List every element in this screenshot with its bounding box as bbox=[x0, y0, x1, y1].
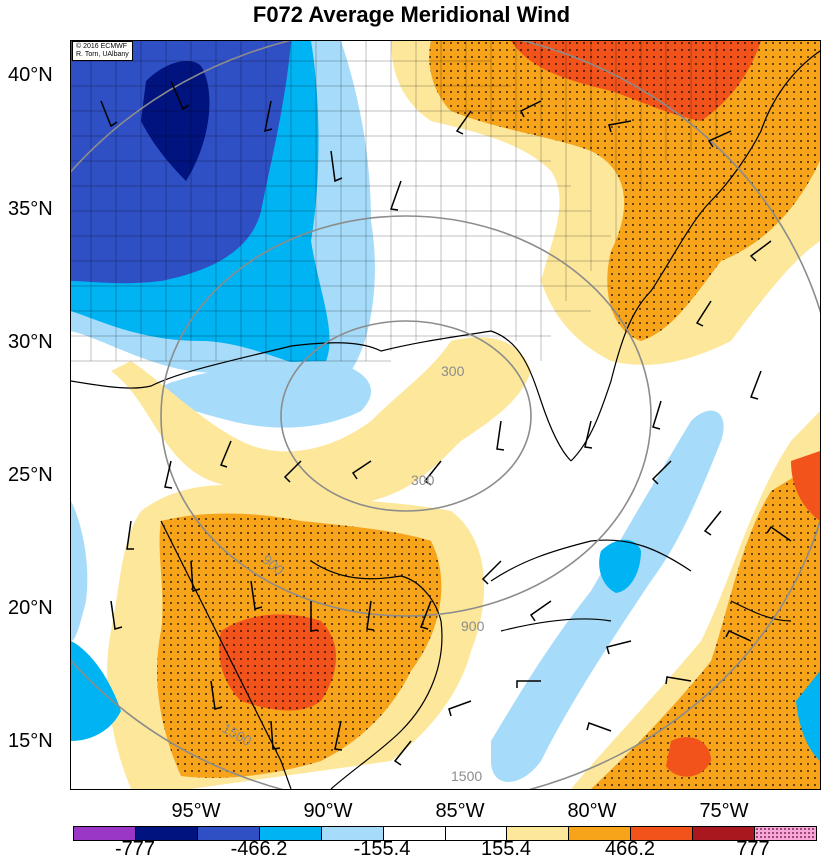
colorbar-segment bbox=[74, 827, 136, 840]
contour-label: 300 bbox=[411, 472, 435, 488]
colorbar-label: 777 bbox=[736, 838, 770, 860]
lat-label: 20°N bbox=[8, 597, 53, 619]
colorbar-label: -466.2 bbox=[230, 838, 288, 860]
colorbar-label: 155.4 bbox=[480, 838, 532, 860]
lon-label: 85°W bbox=[435, 800, 485, 822]
colorbar-label: 466.2 bbox=[604, 838, 656, 860]
colorbar-segment bbox=[693, 827, 756, 840]
red-region-southeast bbox=[791, 451, 820, 521]
red-dots-south bbox=[219, 614, 336, 711]
contour-label: 1500 bbox=[451, 768, 482, 784]
colorbar-segment bbox=[445, 827, 508, 840]
orange-dots-southeast bbox=[591, 461, 820, 789]
cyan-caribbean bbox=[599, 539, 641, 593]
lon-label: 90°W bbox=[303, 800, 353, 822]
lat-label: 25°N bbox=[8, 464, 53, 486]
colorbar-segment bbox=[197, 827, 260, 840]
red-region-caribbean bbox=[666, 737, 711, 777]
colorbar-segment bbox=[631, 827, 694, 840]
map-panel: 300 300 900 900 1500 1500 bbox=[70, 40, 821, 790]
coastlines bbox=[71, 50, 820, 789]
credit-line: © 2016 ECMWF bbox=[76, 43, 128, 50]
wind-field-map: 300 300 900 900 1500 1500 bbox=[71, 41, 820, 789]
orange-dots-northeast bbox=[429, 41, 820, 341]
map-title: F072 Average Meridional Wind bbox=[252, 2, 571, 27]
contour-label: 300 bbox=[441, 363, 465, 379]
cyan-region-southwest bbox=[71, 641, 121, 741]
lat-label: 30°N bbox=[8, 331, 53, 353]
colorbar-segment bbox=[321, 827, 384, 840]
colorbar-segment bbox=[569, 827, 632, 840]
red-dots-northeast bbox=[511, 41, 761, 121]
wind-barbs bbox=[100, 80, 792, 766]
colorbar-segment bbox=[383, 827, 446, 840]
deep-blue-region bbox=[141, 61, 210, 181]
yellow-band-gulf bbox=[111, 337, 531, 505]
credit-box: © 2016 ECMWF R. Torn, UAlbany bbox=[72, 41, 133, 61]
lon-label: 95°W bbox=[171, 800, 221, 822]
colorbar-segment bbox=[135, 827, 198, 840]
lat-label: 40°N bbox=[8, 64, 53, 86]
colorbar-label: -777 bbox=[114, 838, 156, 860]
colorbar-segment bbox=[755, 827, 817, 840]
lon-label: 80°W bbox=[567, 800, 617, 822]
lon-label: 75°W bbox=[699, 800, 749, 822]
colorbar bbox=[73, 826, 817, 841]
light-blue-gulf bbox=[151, 361, 371, 428]
distance-rings bbox=[71, 41, 820, 789]
colorbar-segment bbox=[259, 827, 322, 840]
lat-label: 35°N bbox=[8, 198, 53, 220]
light-blue-region-southwest bbox=[71, 501, 88, 641]
credit-line: R. Torn, UAlbany bbox=[76, 51, 129, 58]
colorbar-segment bbox=[507, 827, 570, 840]
contour-label: 900 bbox=[461, 618, 485, 634]
cyan-region-southeast-edge bbox=[796, 671, 820, 761]
county-grid bbox=[71, 41, 717, 362]
colorbar-label: -155.4 bbox=[353, 838, 411, 860]
light-blue-caribbean bbox=[491, 410, 724, 782]
lat-label: 15°N bbox=[8, 730, 53, 752]
